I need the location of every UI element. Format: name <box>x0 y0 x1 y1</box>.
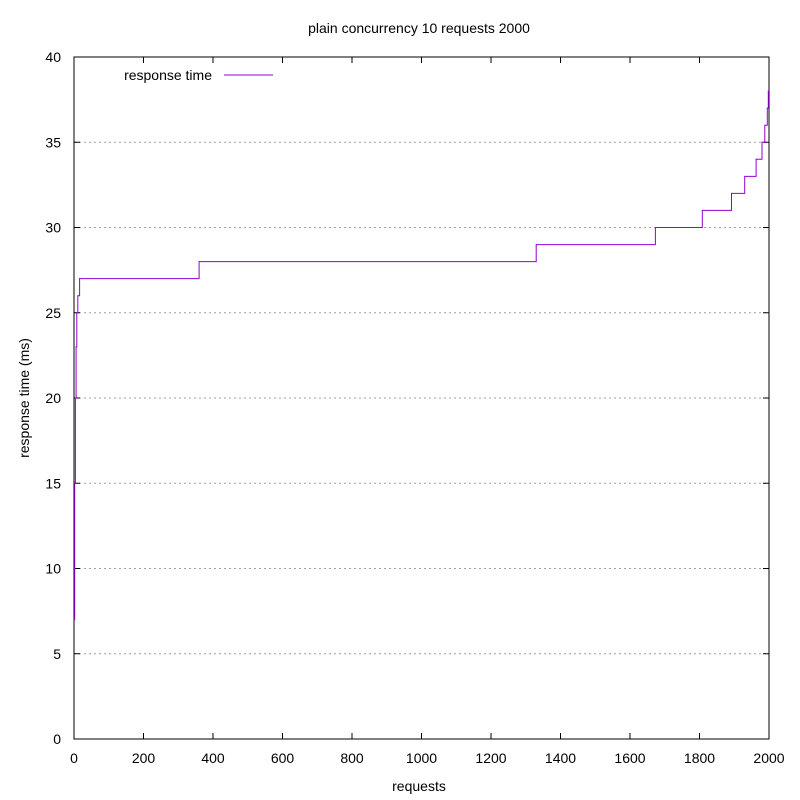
x-tick-label: 1000 <box>406 750 437 766</box>
data-point <box>198 261 200 263</box>
data-point <box>73 619 75 621</box>
data-point <box>767 90 769 92</box>
y-tick-label: 0 <box>53 731 61 747</box>
series-layer <box>73 90 769 621</box>
data-point <box>74 482 76 484</box>
data-point <box>77 295 79 297</box>
y-tick-label: 10 <box>45 561 61 577</box>
legend: response time <box>124 67 273 83</box>
data-point <box>79 278 81 280</box>
data-point <box>764 124 766 126</box>
data-point <box>755 158 757 160</box>
chart-title: plain concurrency 10 requests 2000 <box>308 20 530 36</box>
y-axis-label: response time (ms) <box>16 338 32 458</box>
x-tick-label: 2000 <box>753 750 784 766</box>
data-point <box>761 141 763 143</box>
data-point <box>654 227 656 228</box>
y-tick-label: 5 <box>53 646 61 662</box>
x-tick-label: 1800 <box>684 750 715 766</box>
x-tick-label: 400 <box>201 750 225 766</box>
data-point <box>75 346 77 348</box>
x-tick-label: 1200 <box>475 750 506 766</box>
data-point <box>76 312 78 314</box>
x-tick-label: 1400 <box>545 750 576 766</box>
y-tick-label: 20 <box>45 390 61 406</box>
x-tick-label: 800 <box>340 750 364 766</box>
x-tick-label: 200 <box>132 750 156 766</box>
x-axis-label: requests <box>392 778 446 794</box>
series-line-response-time <box>74 90 769 621</box>
y-tick-label: 25 <box>45 305 61 321</box>
x-tick-label: 0 <box>70 750 78 766</box>
data-point <box>766 107 768 109</box>
x-tick-label: 600 <box>271 750 295 766</box>
x-tick-label: 1600 <box>614 750 645 766</box>
y-tick-label: 15 <box>45 475 61 491</box>
legend-label: response time <box>124 67 212 83</box>
y-tick-label: 35 <box>45 134 61 150</box>
data-point <box>535 244 537 246</box>
data-point <box>730 192 732 194</box>
data-point <box>74 397 76 399</box>
grid-lines <box>74 141 769 655</box>
data-point <box>701 209 703 211</box>
data-point <box>744 175 746 177</box>
y-tick-label: 30 <box>45 220 61 236</box>
y-tick-label: 40 <box>45 49 61 65</box>
